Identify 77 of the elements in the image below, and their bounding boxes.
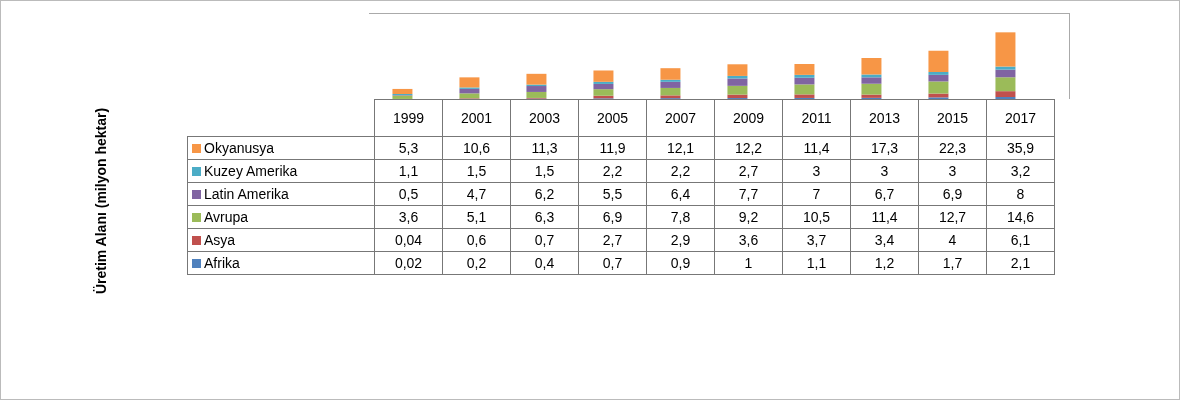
data-label: 0,7 [578,251,647,275]
legend-label: Asya [187,228,375,252]
data-label: 6,3 [510,205,579,229]
data-label: 12,2 [714,136,783,160]
data-label: 6,9 [918,182,987,206]
data-label: 12,7 [918,205,987,229]
x-tick-label: 2005 [578,99,647,137]
data-label: 6,1 [986,228,1055,252]
data-label: 0,2 [442,251,511,275]
data-label: 11,9 [578,136,647,160]
x-tick-label: 2011 [782,99,851,137]
data-label: 1,5 [442,159,511,183]
data-label: 10,6 [442,136,511,160]
x-tick-label: 1999 [374,99,443,137]
data-label: 11,4 [782,136,851,160]
x-tick-label: 2009 [714,99,783,137]
x-tick-label: 2017 [986,99,1055,137]
text: Üretim Alanı (milyon hektar) [93,107,109,295]
data-label: 0,5 [374,182,443,206]
data-label: 1,2 [850,251,919,275]
data-label: 3 [850,159,919,183]
data-label: 8 [986,182,1055,206]
data-label: 2,1 [986,251,1055,275]
legend-label: Avrupa [187,205,375,229]
data-label: 12,1 [646,136,715,160]
data-label: 0,4 [510,251,579,275]
data-label: 3,4 [850,228,919,252]
data-label: 5,1 [442,205,511,229]
data-label: 0,7 [510,228,579,252]
data-label: 4,7 [442,182,511,206]
data-label: 0,9 [646,251,715,275]
legend-label: Kuzey Amerika [187,159,375,183]
data-label: 6,7 [850,182,919,206]
x-tick-label: 2007 [646,99,715,137]
data-label: 0,04 [374,228,443,252]
data-label: 6,2 [510,182,579,206]
data-label: 3,2 [986,159,1055,183]
data-label: 1,1 [374,159,443,183]
data-label: 5,3 [374,136,443,160]
data-label: 2,7 [714,159,783,183]
data-label: 10,5 [782,205,851,229]
data-label: 2,9 [646,228,715,252]
data-label: 3,6 [374,205,443,229]
data-label: 0,6 [442,228,511,252]
legend-label: Okyanusya [187,136,375,160]
data-label: 4 [918,228,987,252]
data-label: 6,4 [646,182,715,206]
data-label: 17,3 [850,136,919,160]
data-label: 3,6 [714,228,783,252]
data-label: 7,8 [646,205,715,229]
x-tick-label: 2015 [918,99,987,137]
data-label: 14,6 [986,205,1055,229]
data-label: 11,4 [850,205,919,229]
data-label: 2,2 [646,159,715,183]
x-tick-label: 2013 [850,99,919,137]
data-label: 1 [714,251,783,275]
data-label: 1,7 [918,251,987,275]
data-label: 7,7 [714,182,783,206]
data-label: 2,2 [578,159,647,183]
data-label: 3 [782,159,851,183]
data-label: 2,7 [578,228,647,252]
x-tick-label: 2001 [442,99,511,137]
legend-label: Afrika [187,251,375,275]
data-label: 3 [918,159,987,183]
legend-label: Latin Amerika [187,182,375,206]
x-tick-label: 2003 [510,99,579,137]
data-label: 3,7 [782,228,851,252]
data-label: 6,9 [578,205,647,229]
data-label: 1,1 [782,251,851,275]
data-label: 0,02 [374,251,443,275]
data-label: 9,2 [714,205,783,229]
data-label: 7 [782,182,851,206]
data-label: 22,3 [918,136,987,160]
data-label: 1,5 [510,159,579,183]
data-label: 11,3 [510,136,579,160]
data-label: 35,9 [986,136,1055,160]
data-label: 5,5 [578,182,647,206]
